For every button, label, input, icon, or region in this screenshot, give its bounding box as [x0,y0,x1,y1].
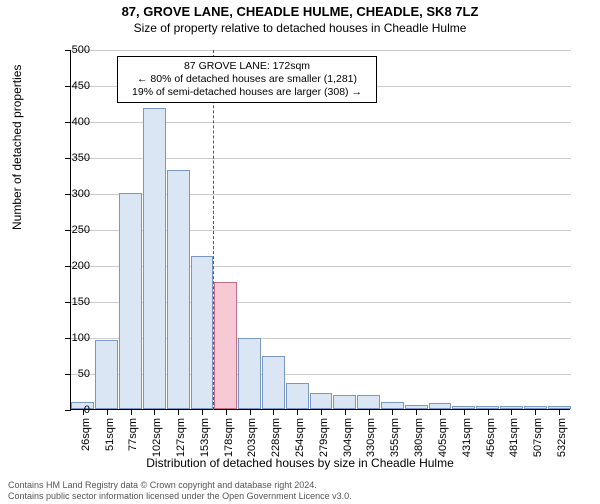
y-tick-label: 400 [30,116,90,128]
x-tick [250,409,251,415]
x-tick [107,409,108,415]
x-tick [416,409,417,415]
footer-line-1: Contains HM Land Registry data © Crown c… [8,480,352,491]
x-tick [440,409,441,415]
x-axis-label: Distribution of detached houses by size … [0,456,600,470]
histogram-bar-highlight [214,282,237,409]
y-tick-label: 250 [30,224,90,236]
x-tick [226,409,227,415]
y-axis-label: Number of detached properties [10,65,24,230]
x-tick [321,409,322,415]
x-tick [488,409,489,415]
x-tick [202,409,203,415]
x-tick [178,409,179,415]
annotation-line: 87 GROVE LANE: 172sqm [124,60,370,73]
y-tick-label: 350 [30,152,90,164]
chart-title-sub: Size of property relative to detached ho… [0,21,600,35]
histogram-bar [357,395,380,409]
y-tick-label: 100 [30,332,90,344]
x-tick [464,409,465,415]
x-tick [511,409,512,415]
annotation-line: ← 80% of detached houses are smaller (1,… [124,73,370,86]
x-tick [392,409,393,415]
y-tick-label: 300 [30,188,90,200]
histogram-bar [119,193,142,409]
y-tick-label: 50 [30,368,90,380]
x-tick [273,409,274,415]
histogram-bar [238,338,261,409]
y-tick-label: 450 [30,80,90,92]
x-tick [297,409,298,415]
reference-line [213,50,214,410]
chart-title-main: 87, GROVE LANE, CHEADLE HULME, CHEADLE, … [0,4,600,19]
chart-background: 87 GROVE LANE: 172sqm← 80% of detached h… [70,50,570,410]
y-tick-label: 150 [30,296,90,308]
histogram-bar [167,170,190,409]
x-tick [154,409,155,415]
histogram-bar [310,393,333,409]
footer-line-2: Contains public sector information licen… [8,491,352,502]
histogram-bar [191,256,214,409]
y-tick-label: 0 [30,404,90,416]
x-tick [345,409,346,415]
annotation-box: 87 GROVE LANE: 172sqm← 80% of detached h… [117,56,377,103]
annotation-line: 19% of semi-detached houses are larger (… [124,86,370,99]
y-tick-label: 200 [30,260,90,272]
histogram-bar [333,395,356,409]
histogram-bar [262,356,285,409]
histogram-bar [381,402,404,409]
footer-attribution: Contains HM Land Registry data © Crown c… [8,480,352,502]
histogram-bar [95,340,118,409]
x-tick [559,409,560,415]
grid-line [71,50,571,51]
histogram-bar [286,383,309,409]
plot-area: 87 GROVE LANE: 172sqm← 80% of detached h… [70,50,570,410]
x-tick [369,409,370,415]
x-tick [131,409,132,415]
y-tick-label: 500 [30,44,90,56]
x-tick [535,409,536,415]
histogram-bar [143,108,166,409]
